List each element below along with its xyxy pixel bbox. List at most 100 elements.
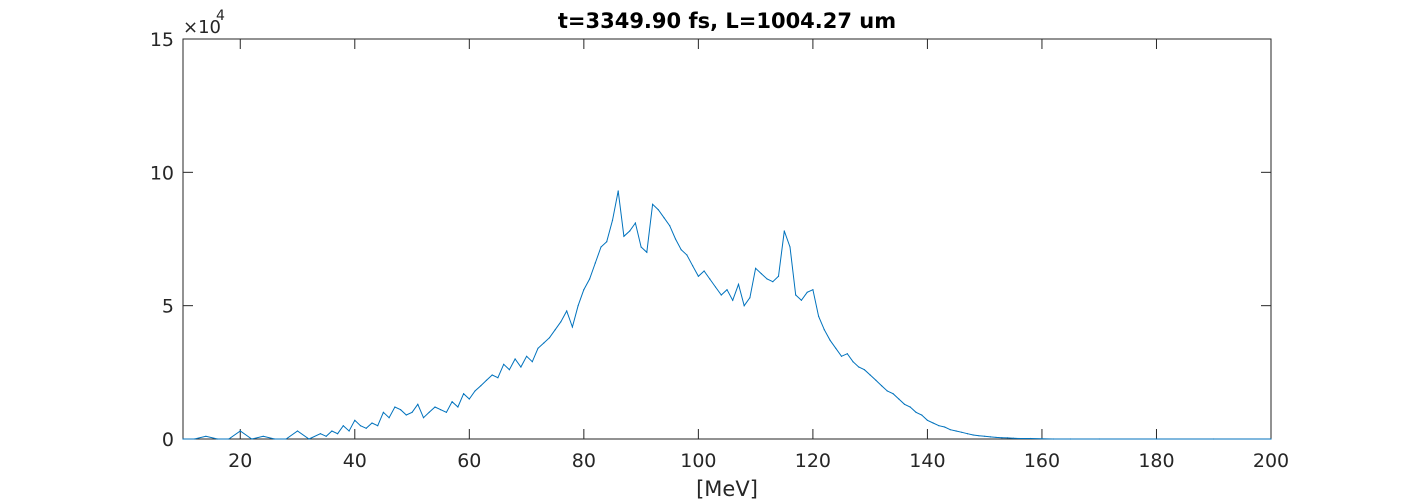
- spectrum-point: [1029, 437, 1032, 440]
- spectrum-point: [1270, 438, 1272, 440]
- spectrum-point: [606, 241, 608, 243]
- spectrum-point: [354, 419, 356, 421]
- spectrum-point: [589, 278, 591, 280]
- spectrum-point: [274, 438, 276, 440]
- spectrum-point: [714, 286, 717, 288]
- spectrum-point: [629, 230, 631, 232]
- spectrum-point: [640, 246, 642, 248]
- spectrum-point: [760, 273, 763, 275]
- spectrum-point: [686, 254, 688, 256]
- spectrum-point: [251, 438, 253, 440]
- spectrum-point: [577, 305, 579, 307]
- spectrum-point: [331, 430, 333, 432]
- spectrum-point: [886, 390, 888, 392]
- spectrum-point: [875, 379, 877, 381]
- spectrum-point: [388, 417, 390, 419]
- spectrum-point: [262, 435, 264, 437]
- spectrum-point: [182, 438, 184, 440]
- spectrum-point: [239, 430, 241, 432]
- spectrum-point: [944, 426, 946, 428]
- y-tick-label: 5: [162, 296, 174, 318]
- spectrum-point: [480, 385, 482, 387]
- spectrum-point: [428, 411, 430, 413]
- spectrum-point: [377, 425, 379, 427]
- spectrum-point: [823, 329, 825, 331]
- spectrum-point: [972, 434, 974, 436]
- spectrum-point: [1213, 438, 1215, 440]
- spectrum-point: [852, 361, 854, 363]
- x-tick-label: 80: [572, 450, 596, 472]
- spectrum-point: [863, 369, 866, 371]
- y-tick-label: 10: [150, 162, 174, 184]
- spectrum-point: [583, 289, 585, 291]
- spectrum-point: [869, 374, 871, 376]
- spectrum-point: [543, 342, 545, 344]
- spectrum-point: [881, 385, 883, 387]
- spectrum-point: [405, 414, 407, 416]
- spectrum-point: [1052, 438, 1054, 440]
- y-tick-label: 0: [162, 429, 174, 451]
- spectrum-point: [348, 430, 350, 432]
- spectrum-point: [989, 436, 992, 438]
- spectrum-point: [468, 398, 470, 400]
- x-tick-label: 200: [1253, 450, 1289, 472]
- axes-box: [182, 38, 1272, 440]
- y-multiplier-label: ×10: [183, 17, 221, 38]
- spectrum-point: [726, 289, 728, 291]
- chart-title: t=3349.90 fs, L=1004.27 um: [558, 9, 896, 33]
- spectrum-point: [840, 355, 843, 357]
- spectrum-point: [411, 411, 413, 413]
- spectrum-point: [342, 425, 344, 427]
- spectrum-point: [652, 203, 654, 205]
- x-tick-label: 60: [457, 450, 481, 472]
- spectrum-point: [978, 435, 980, 437]
- spectrum-point: [789, 246, 791, 248]
- spectrum-point: [526, 355, 528, 357]
- spectrum-point: [892, 393, 894, 395]
- spectrum-point: [571, 326, 574, 328]
- spectrum-point: [829, 339, 831, 341]
- spectrum-point: [440, 409, 442, 411]
- spectrum-point: [720, 294, 722, 296]
- spectrum-point: [1155, 438, 1158, 440]
- x-axis-label: [MeV]: [696, 477, 758, 501]
- spectrum-point: [669, 225, 671, 227]
- spectrum-point: [548, 337, 551, 339]
- spectrum-point: [457, 406, 459, 408]
- spectrum-point: [296, 430, 299, 432]
- spectrum-point: [371, 422, 373, 424]
- y-multiplier-exponent: 4: [216, 8, 225, 24]
- spectrum-point: [520, 366, 522, 368]
- spectrum-point: [818, 315, 820, 317]
- spectrum-point: [285, 438, 287, 440]
- spectrum-point: [531, 361, 533, 363]
- x-tick-label: 100: [680, 450, 716, 472]
- spectrum-point: [800, 299, 803, 301]
- spectrum-point: [755, 267, 757, 269]
- x-tick-label: 160: [1024, 450, 1060, 472]
- spectrum-point: [365, 427, 367, 429]
- spectrum-point: [434, 406, 436, 408]
- x-tick-label: 40: [343, 450, 367, 472]
- spectrum-point: [537, 347, 539, 349]
- spectrum-point: [995, 436, 997, 438]
- spectrum-point: [709, 278, 711, 280]
- spectrum-point: [337, 433, 339, 435]
- spectrum-point: [617, 190, 619, 192]
- spectrum-point: [497, 377, 499, 379]
- spectrum-point: [400, 409, 402, 411]
- spectrum-point: [193, 438, 196, 440]
- spectrum-point: [422, 417, 425, 419]
- spectrum-point: [938, 425, 940, 427]
- spectrum-point: [777, 275, 780, 277]
- spectrum-point: [909, 406, 911, 408]
- spectrum-point: [966, 433, 969, 435]
- spectrum-point: [932, 422, 934, 424]
- spectrum-point: [1098, 438, 1100, 440]
- spectrum-point: [560, 321, 562, 323]
- spectrum-point: [417, 403, 419, 405]
- spectrum-point: [394, 406, 396, 408]
- spectrum-point: [485, 379, 488, 381]
- spectrum-point: [554, 329, 556, 331]
- spectrum-point: [594, 262, 596, 264]
